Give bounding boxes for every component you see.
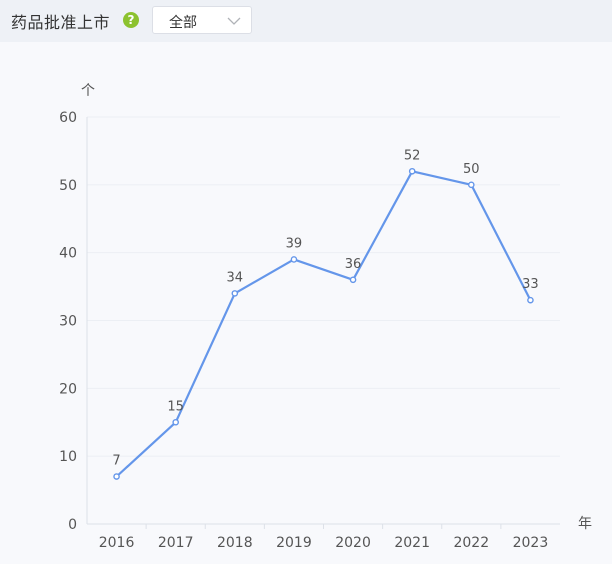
data-label: 33 [522,277,539,292]
y-tick-labels: 0 10 20 30 40 50 60 [59,110,77,533]
x-tick-label: 2016 [99,535,135,551]
x-tick-label: 2023 [513,535,549,551]
x-tick-label: 2018 [217,535,253,551]
data-point[interactable] [290,256,298,263]
question-circle-icon[interactable]: ? [123,12,139,28]
data-point[interactable] [172,418,179,426]
x-tick-label: 2019 [276,535,312,551]
data-point[interactable] [408,167,416,175]
x-tick-label: 2022 [453,535,489,551]
filter-select-value: 全部 [169,15,197,31]
data-label: 50 [463,162,480,177]
x-tick-labels: 2016 2017 2018 2019 2020 2021 2022 2023 [99,524,549,551]
header-bar: 药品批准上市 ? 全部 [0,0,612,42]
data-points [113,167,534,480]
grid-lines [87,116,560,457]
data-labels: 7 15 34 39 36 52 50 33 [112,148,538,468]
data-point[interactable] [527,296,534,304]
y-tick-label: 60 [59,110,77,126]
data-label: 7 [112,454,120,469]
y-tick-label: 0 [68,517,77,533]
x-axis-label: 年 [578,516,592,532]
data-label: 15 [167,399,184,414]
x-tick-label: 2021 [394,535,430,551]
page-title: 药品批准上市 [11,13,111,32]
y-axis-label: 个 [81,83,95,99]
data-label: 34 [227,270,244,285]
data-point[interactable] [231,290,239,297]
chevron-down-icon [227,17,241,25]
y-tick-label: 50 [59,178,77,194]
y-tick-label: 10 [59,449,77,465]
data-label: 39 [286,236,303,251]
y-tick-label: 40 [59,246,77,262]
series-line [115,170,532,478]
y-tick-label: 20 [59,381,77,397]
y-tick-label: 30 [59,314,77,330]
x-tick-label: 2017 [158,535,194,551]
data-label: 36 [345,257,362,272]
data-point[interactable] [468,181,475,189]
data-point[interactable] [113,473,120,480]
x-tick-label: 2020 [335,535,371,551]
data-label: 52 [404,148,421,163]
chart-panel [0,42,612,564]
filter-select[interactable]: 全部 [152,6,252,34]
data-point[interactable] [349,276,357,284]
